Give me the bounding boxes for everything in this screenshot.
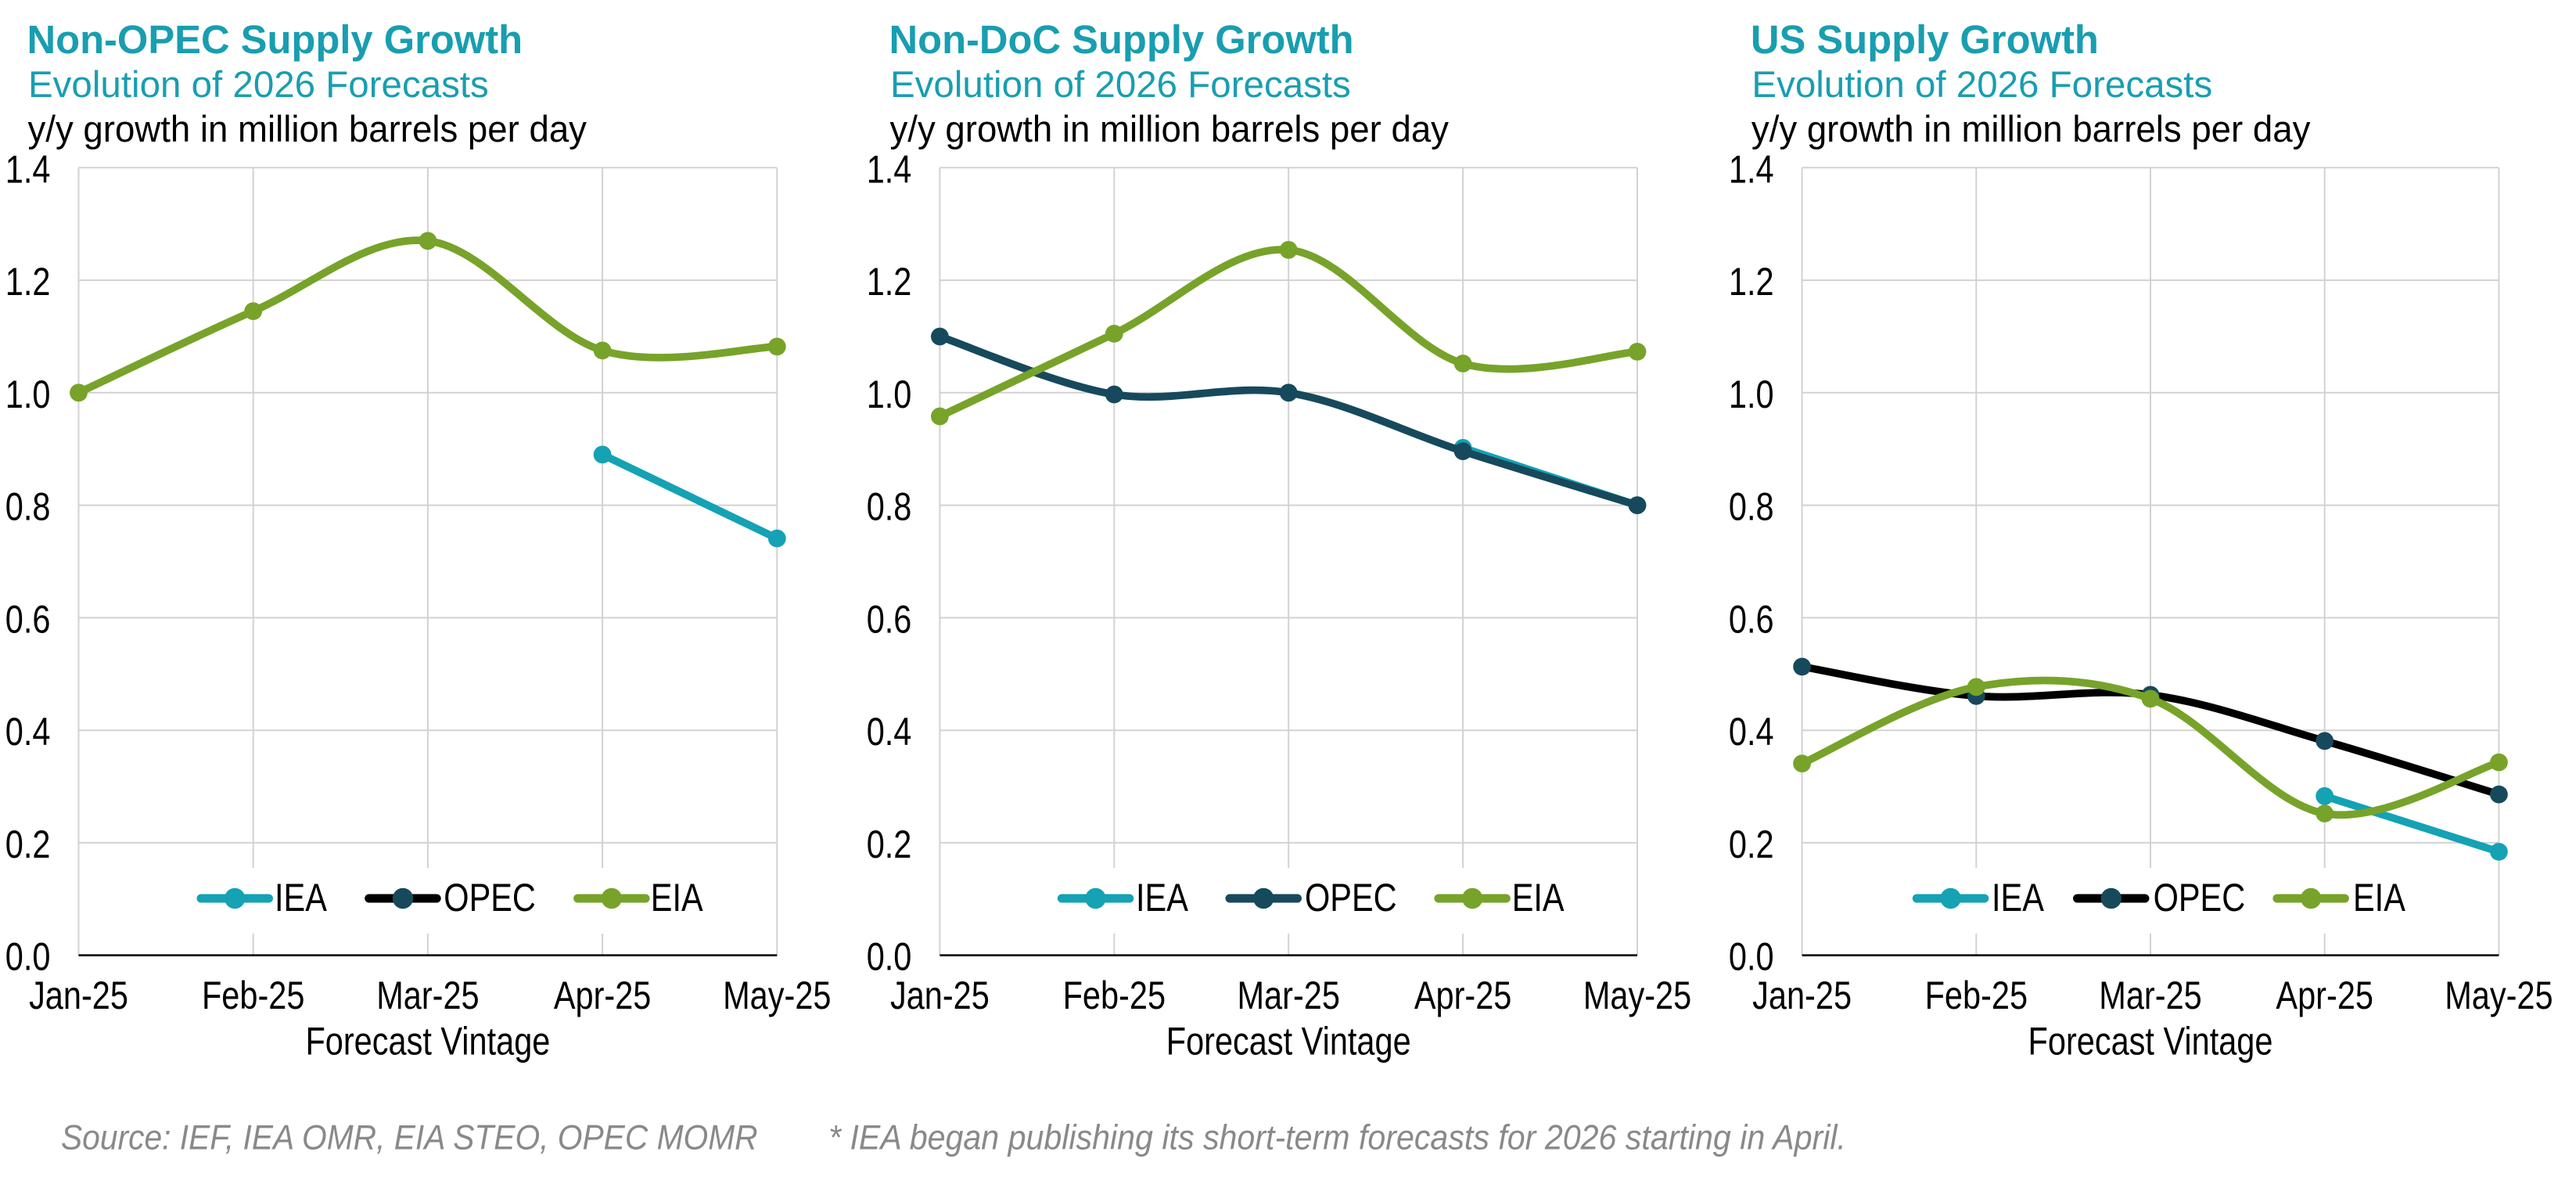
svg-text:OPEC: OPEC	[2154, 875, 2246, 920]
svg-text:Feb-25: Feb-25	[1925, 973, 2028, 1017]
svg-text:1.2: 1.2	[5, 259, 51, 304]
svg-text:EIA: EIA	[1512, 875, 1565, 920]
svg-text:Evolution of 2026 Forecasts: Evolution of 2026 Forecasts	[890, 64, 1351, 106]
svg-text:Source: IEF, IEA OMR, EIA STEO: Source: IEF, IEA OMR, EIA STEO, OPEC MOM…	[61, 1118, 758, 1157]
svg-text:0.6: 0.6	[5, 597, 51, 642]
svg-text:1.4: 1.4	[1729, 147, 1774, 192]
svg-text:0.8: 0.8	[867, 484, 912, 529]
svg-text:0.6: 0.6	[867, 597, 912, 642]
svg-text:0.4: 0.4	[867, 709, 912, 754]
svg-text:May-25: May-25	[1583, 973, 1691, 1017]
svg-text:Apr-25: Apr-25	[1414, 973, 1512, 1017]
svg-text:Mar-25: Mar-25	[376, 973, 479, 1017]
svg-text:0.8: 0.8	[1729, 484, 1774, 529]
svg-text:0.8: 0.8	[5, 484, 51, 529]
svg-text:1.4: 1.4	[5, 147, 51, 192]
svg-text:Evolution of 2026 Forecasts: Evolution of 2026 Forecasts	[28, 64, 489, 106]
svg-text:* IEA began publishing its sho: * IEA began publishing its short-term fo…	[828, 1118, 1846, 1157]
svg-text:Forecast Vintage: Forecast Vintage	[1166, 1019, 1411, 1064]
svg-text:IEA: IEA	[1992, 875, 2044, 920]
svg-text:Jan-25: Jan-25	[1752, 973, 1852, 1017]
svg-text:0.2: 0.2	[867, 822, 912, 866]
svg-text:Evolution of 2026 Forecasts: Evolution of 2026 Forecasts	[1751, 64, 2212, 106]
svg-text:Apr-25: Apr-25	[554, 973, 652, 1017]
svg-text:May-25: May-25	[2445, 973, 2553, 1017]
svg-text:Mar-25: Mar-25	[1237, 973, 1339, 1017]
svg-text:Forecast Vintage: Forecast Vintage	[2028, 1019, 2273, 1064]
svg-text:Feb-25: Feb-25	[202, 973, 304, 1017]
svg-text:Apr-25: Apr-25	[2276, 973, 2373, 1017]
svg-text:1.2: 1.2	[867, 259, 912, 304]
svg-text:0.0: 0.0	[867, 934, 912, 979]
svg-text:May-25: May-25	[723, 973, 831, 1017]
svg-text:1.2: 1.2	[1729, 259, 1774, 304]
svg-text:US Supply Growth: US Supply Growth	[1751, 17, 2099, 62]
svg-text:y/y growth in million barrels: y/y growth in million barrels per day	[890, 108, 1450, 149]
svg-text:1.4: 1.4	[867, 147, 912, 192]
svg-text:0.2: 0.2	[5, 822, 51, 866]
svg-text:1.0: 1.0	[5, 372, 51, 416]
svg-text:Non-OPEC Supply Growth: Non-OPEC Supply Growth	[27, 17, 523, 62]
svg-text:0.4: 0.4	[1729, 709, 1774, 754]
svg-text:y/y growth in million barrels: y/y growth in million barrels per day	[1751, 108, 2311, 149]
svg-text:Feb-25: Feb-25	[1063, 973, 1166, 1017]
svg-text:OPEC: OPEC	[444, 875, 536, 920]
svg-text:0.0: 0.0	[1729, 934, 1774, 979]
svg-text:Jan-25: Jan-25	[890, 973, 990, 1017]
svg-text:y/y growth in million barrels: y/y growth in million barrels per day	[28, 108, 587, 149]
svg-text:OPEC: OPEC	[1305, 875, 1397, 920]
svg-text:0.6: 0.6	[1729, 597, 1774, 642]
svg-text:1.0: 1.0	[867, 372, 912, 416]
svg-text:EIA: EIA	[2353, 875, 2405, 920]
svg-text:Forecast Vintage: Forecast Vintage	[305, 1019, 550, 1064]
svg-text:1.0: 1.0	[1729, 372, 1774, 416]
svg-text:Jan-25: Jan-25	[29, 973, 128, 1017]
svg-text:Mar-25: Mar-25	[2099, 973, 2201, 1017]
svg-text:0.2: 0.2	[1729, 822, 1774, 866]
svg-text:IEA: IEA	[275, 875, 327, 920]
svg-text:EIA: EIA	[651, 875, 703, 920]
svg-text:IEA: IEA	[1136, 875, 1188, 920]
svg-text:0.4: 0.4	[5, 709, 51, 754]
svg-text:0.0: 0.0	[5, 934, 51, 979]
svg-text:Non-DoC Supply Growth: Non-DoC Supply Growth	[889, 17, 1354, 62]
